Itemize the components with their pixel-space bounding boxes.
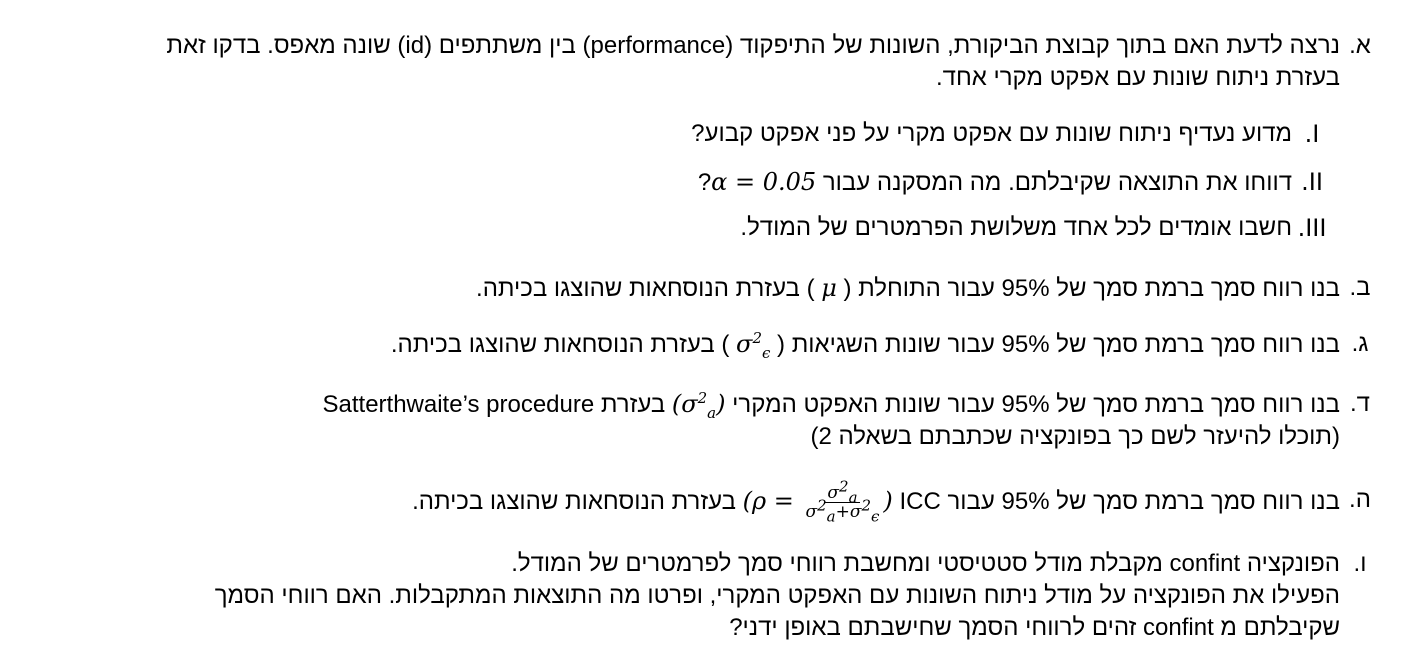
question-marker: ה.	[1349, 486, 1371, 513]
question-text: בנו רווח סמך ברמת סמך של 95% עבור שונות …	[18, 328, 1340, 361]
text-before: בנו רווח סמך ברמת סמך של 95% עבור שונות …	[725, 391, 1340, 418]
mu-symbol: μ	[821, 274, 837, 302]
subitem-number: III.	[1297, 214, 1327, 242]
text-after: בעזרת הנוסחאות שהוצגו בכיתה.	[412, 488, 743, 515]
subitem-text: דווחו את התוצאה שקיבלתם. מה המסקנה עבור …	[18, 166, 1292, 199]
question-text: בנו רווח סמך ברמת סמך של 95% עבור ICC (ρ…	[18, 477, 1340, 526]
text-before: בנו רווח סמך ברמת סמך של 95% עבור ICC	[892, 488, 1340, 515]
text-after: ) בעזרת הנוסחאות שהוצגו בכיתה.	[390, 331, 737, 358]
question-marker: א.	[1349, 32, 1371, 59]
question-marker: ד.	[1350, 390, 1370, 417]
question-text: בנו רווח סמך ברמת סמך של 95% עבור שונות …	[18, 388, 1341, 453]
icc-formula: (ρ = σ2a σ2a+σ2ϵ)	[742, 477, 893, 526]
subitem-number: II.	[1301, 168, 1323, 196]
question-line: (תוכלו להיעזר לשם כך בפונקציה שכתבתם בשא…	[810, 423, 1340, 450]
question-line: הפעילו את הפונקציה על מודל ניתוח השונות …	[214, 582, 1340, 609]
subitem-number: I.	[1304, 120, 1320, 148]
text-after: ) בעזרת הנוסחאות שהוצגו בכיתה.	[476, 275, 822, 302]
subitem-text: מדוע נעדיף ניתוח שונות עם אפקט מקרי על פ…	[691, 120, 1292, 147]
subitem-text-before: דווחו את התוצאה שקיבלתם. מה המסקנה עבור	[816, 169, 1292, 196]
question-line: הפונקציה confint מקבלת מודל סטטיסטי ומחש…	[511, 550, 1340, 577]
question-text: נרצה לדעת האם בתוך קבוצת הביקורת, השונות…	[18, 30, 1340, 94]
question-line: בנו רווח סמך ברמת סמך של 95% עבור שונות …	[18, 388, 1341, 422]
text-before: בנו רווח סמך ברמת סמך של 95% עבור התוחלת…	[836, 275, 1341, 302]
question-text: בנו רווח סמך ברמת סמך של 95% עבור התוחלת…	[18, 272, 1340, 305]
question-text: הפונקציה confint מקבלת מודל סטטיסטי ומחש…	[18, 548, 1340, 644]
question-line: בעזרת ניתוח שונות עם אפקט מקרי אחד.	[936, 64, 1340, 91]
sigma-a-symbol: (σ2a)	[671, 389, 726, 422]
question-line: נרצה לדעת האם בתוך קבוצת הביקורת, השונות…	[166, 32, 1340, 59]
sigma-epsilon-symbol: σ2ϵ	[736, 329, 771, 362]
subitem-text-after: ?	[697, 169, 712, 196]
question-line: שקיבלתם מ confint זהים לרווחי הסמך שחישב…	[729, 614, 1340, 641]
text-after: בעזרת Satterthwaite’s procedure	[322, 391, 672, 418]
text-before: בנו רווח סמך ברמת סמך של 95% עבור שונות …	[770, 331, 1340, 358]
question-marker: ג.	[1351, 330, 1369, 357]
subitem-text: חשבו אומדים לכל אחד משלושת הפרמטרים של ה…	[740, 214, 1292, 241]
alpha-formula: α = 0.05	[711, 168, 817, 196]
question-marker: ו.	[1353, 550, 1367, 577]
question-marker: ב.	[1349, 274, 1371, 301]
